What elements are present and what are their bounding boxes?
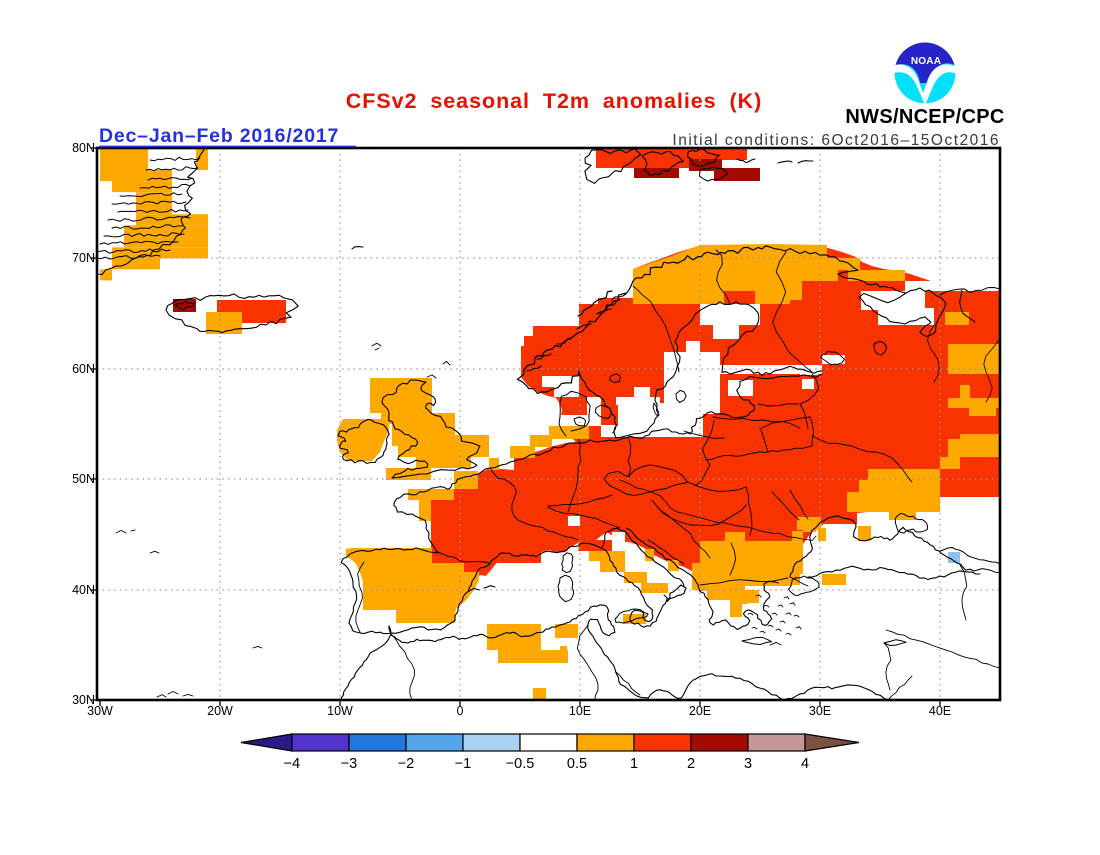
svg-text:3: 3 <box>744 756 752 772</box>
svg-text:30N: 30N <box>72 693 95 707</box>
svg-text:CFSv2 seasonal T2m anomalies (: CFSv2 seasonal T2m anomalies (K) <box>346 89 762 113</box>
svg-text:30W: 30W <box>87 704 113 718</box>
svg-text:70N: 70N <box>72 251 95 265</box>
svg-text:0: 0 <box>457 704 464 718</box>
svg-text:80N: 80N <box>72 141 95 155</box>
svg-text:−1: −1 <box>455 756 472 772</box>
svg-text:20E: 20E <box>689 704 711 718</box>
svg-text:−2: −2 <box>398 756 415 772</box>
svg-text:20W: 20W <box>207 704 233 718</box>
svg-text:50N: 50N <box>72 472 95 486</box>
svg-text:−3: −3 <box>341 756 358 772</box>
svg-text:40N: 40N <box>72 583 95 597</box>
svg-text:10W: 10W <box>327 704 353 718</box>
svg-text:Dec–Jan–Feb 2016/2017: Dec–Jan–Feb 2016/2017 <box>99 125 339 147</box>
svg-text:60N: 60N <box>72 362 95 376</box>
svg-text:NOAA: NOAA <box>911 56 941 67</box>
svg-text:30E: 30E <box>809 704 831 718</box>
svg-text:NWS/NCEP/CPC: NWS/NCEP/CPC <box>845 106 1004 128</box>
svg-text:1: 1 <box>630 756 638 772</box>
svg-text:−4: −4 <box>284 756 301 772</box>
svg-text:40E: 40E <box>929 704 951 718</box>
svg-text:−0.5: −0.5 <box>506 756 535 772</box>
svg-text:0.5: 0.5 <box>567 756 587 772</box>
svg-text:10E: 10E <box>569 704 591 718</box>
svg-text:4: 4 <box>801 756 809 772</box>
svg-text:Initial conditions: 6Oct2016–1: Initial conditions: 6Oct2016–15Oct2016 <box>672 132 1000 149</box>
svg-text:2: 2 <box>687 756 695 772</box>
